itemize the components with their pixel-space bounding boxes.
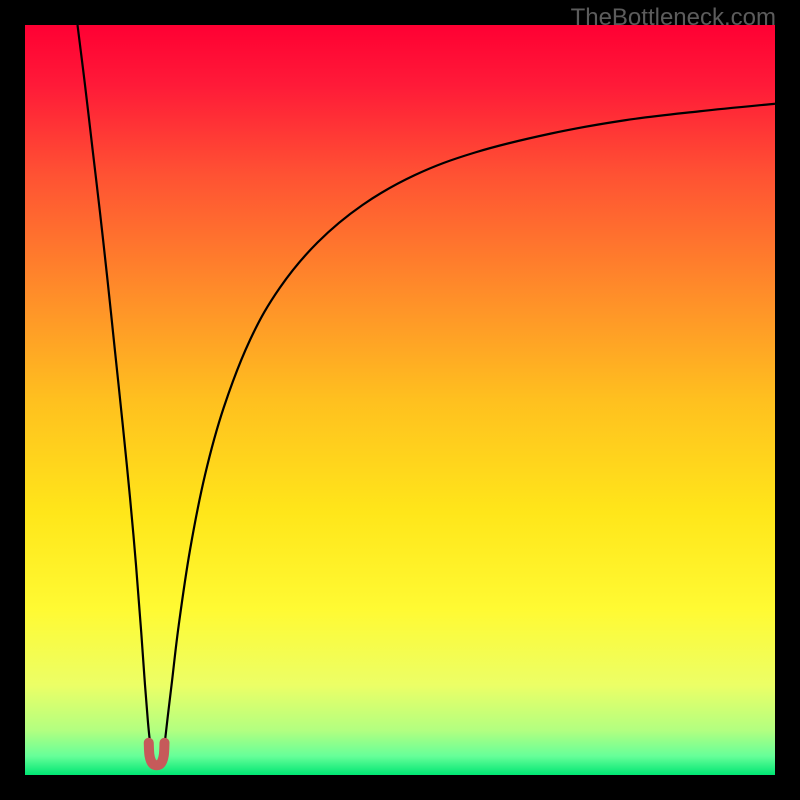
watermark-text: TheBottleneck.com bbox=[571, 4, 776, 32]
plot-svg bbox=[25, 25, 775, 775]
plot-frame bbox=[25, 25, 775, 775]
chart-container: TheBottleneck.com bbox=[0, 0, 800, 800]
plot-background bbox=[25, 25, 775, 775]
